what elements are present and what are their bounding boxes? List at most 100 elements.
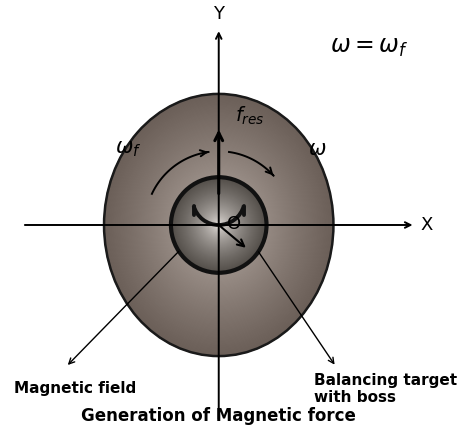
Ellipse shape bbox=[198, 201, 240, 249]
Circle shape bbox=[217, 224, 220, 227]
Ellipse shape bbox=[107, 97, 330, 353]
Ellipse shape bbox=[161, 160, 276, 290]
Ellipse shape bbox=[135, 129, 303, 321]
Circle shape bbox=[203, 209, 235, 241]
Circle shape bbox=[201, 208, 236, 242]
Circle shape bbox=[212, 218, 226, 232]
Ellipse shape bbox=[209, 214, 228, 236]
Circle shape bbox=[204, 211, 233, 239]
Ellipse shape bbox=[124, 117, 313, 333]
Ellipse shape bbox=[113, 104, 325, 346]
Ellipse shape bbox=[210, 215, 228, 235]
Circle shape bbox=[216, 222, 222, 228]
Circle shape bbox=[218, 224, 219, 226]
Circle shape bbox=[202, 209, 235, 241]
Ellipse shape bbox=[211, 216, 227, 234]
Circle shape bbox=[215, 222, 222, 228]
Circle shape bbox=[191, 198, 246, 252]
Circle shape bbox=[172, 178, 266, 272]
Circle shape bbox=[212, 219, 225, 231]
Circle shape bbox=[204, 210, 234, 240]
Circle shape bbox=[189, 195, 249, 255]
Circle shape bbox=[198, 205, 239, 245]
Ellipse shape bbox=[173, 172, 264, 278]
Circle shape bbox=[198, 204, 240, 246]
Ellipse shape bbox=[205, 210, 232, 240]
Ellipse shape bbox=[153, 150, 285, 300]
Ellipse shape bbox=[188, 190, 249, 260]
Ellipse shape bbox=[183, 184, 254, 266]
Ellipse shape bbox=[217, 223, 221, 227]
Circle shape bbox=[177, 183, 261, 267]
Circle shape bbox=[208, 214, 229, 236]
Ellipse shape bbox=[111, 102, 327, 348]
Ellipse shape bbox=[127, 120, 310, 330]
Ellipse shape bbox=[181, 181, 257, 269]
Ellipse shape bbox=[132, 126, 306, 324]
Circle shape bbox=[206, 212, 231, 237]
Circle shape bbox=[215, 221, 223, 229]
Ellipse shape bbox=[178, 178, 260, 272]
Circle shape bbox=[209, 215, 228, 235]
Circle shape bbox=[173, 180, 264, 270]
Ellipse shape bbox=[105, 95, 332, 355]
Circle shape bbox=[192, 199, 245, 251]
Circle shape bbox=[206, 212, 232, 238]
Ellipse shape bbox=[208, 213, 229, 237]
Ellipse shape bbox=[185, 187, 252, 263]
Ellipse shape bbox=[166, 165, 271, 285]
Circle shape bbox=[196, 202, 242, 248]
Ellipse shape bbox=[186, 188, 251, 262]
Ellipse shape bbox=[125, 118, 312, 332]
Ellipse shape bbox=[152, 148, 286, 302]
Ellipse shape bbox=[184, 186, 253, 264]
Circle shape bbox=[186, 193, 251, 257]
Circle shape bbox=[176, 182, 261, 268]
Ellipse shape bbox=[176, 176, 262, 274]
Circle shape bbox=[201, 207, 237, 243]
Circle shape bbox=[180, 186, 257, 264]
Ellipse shape bbox=[180, 180, 258, 270]
Circle shape bbox=[195, 202, 242, 248]
Circle shape bbox=[197, 203, 241, 247]
Circle shape bbox=[190, 196, 247, 254]
Ellipse shape bbox=[216, 222, 222, 228]
Text: O: O bbox=[227, 214, 241, 233]
Ellipse shape bbox=[130, 124, 308, 326]
Circle shape bbox=[174, 180, 264, 270]
Text: $\omega$: $\omega$ bbox=[308, 139, 326, 159]
Ellipse shape bbox=[158, 156, 279, 294]
Ellipse shape bbox=[156, 154, 281, 296]
Ellipse shape bbox=[147, 143, 291, 307]
Ellipse shape bbox=[195, 198, 243, 252]
Ellipse shape bbox=[138, 133, 299, 317]
Ellipse shape bbox=[212, 218, 226, 233]
Ellipse shape bbox=[145, 141, 292, 309]
Circle shape bbox=[192, 198, 246, 252]
Circle shape bbox=[210, 216, 228, 234]
Circle shape bbox=[213, 219, 225, 231]
Circle shape bbox=[210, 217, 227, 233]
Ellipse shape bbox=[136, 130, 302, 320]
Ellipse shape bbox=[129, 122, 309, 328]
Ellipse shape bbox=[171, 170, 266, 280]
Circle shape bbox=[196, 202, 241, 248]
Ellipse shape bbox=[175, 175, 263, 275]
Ellipse shape bbox=[213, 218, 225, 232]
Ellipse shape bbox=[143, 139, 294, 311]
Circle shape bbox=[175, 181, 263, 269]
Circle shape bbox=[175, 181, 262, 269]
Circle shape bbox=[181, 187, 257, 263]
Ellipse shape bbox=[146, 142, 292, 308]
Circle shape bbox=[189, 195, 248, 255]
Ellipse shape bbox=[116, 107, 322, 343]
Ellipse shape bbox=[104, 94, 333, 356]
Circle shape bbox=[205, 211, 232, 239]
Circle shape bbox=[207, 214, 230, 236]
Circle shape bbox=[216, 223, 221, 227]
Circle shape bbox=[187, 193, 251, 257]
Ellipse shape bbox=[121, 114, 316, 336]
Ellipse shape bbox=[151, 148, 287, 302]
Circle shape bbox=[185, 191, 252, 258]
Circle shape bbox=[207, 213, 231, 237]
